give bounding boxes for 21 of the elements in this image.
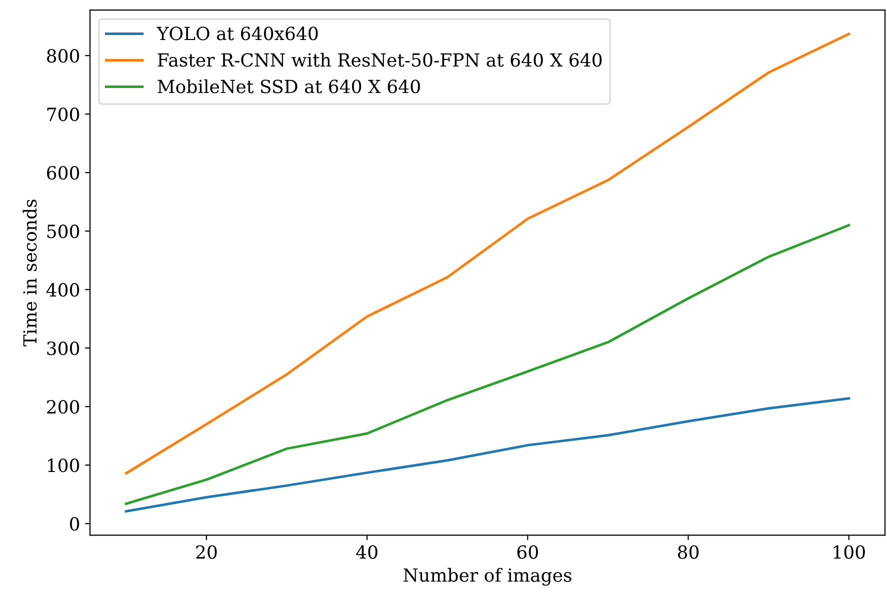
y-tick-label: 600 — [47, 166, 80, 180]
y-tick-label: 400 — [46, 283, 80, 297]
legend-label: Faster R-CNN with ResNet-50-FPN at 640 X 640 — [158, 52, 602, 67]
y-tick-label: 700 — [47, 108, 80, 122]
line-series — [124, 397, 850, 513]
y-tick-label: 800 — [47, 49, 80, 63]
y-tick-label: 200 — [47, 400, 80, 414]
line-series — [124, 224, 850, 505]
legend-label: YOLO at 640x640 — [156, 26, 318, 40]
y-tick-label: 0 — [70, 517, 80, 531]
x-tick-label: 80 — [678, 545, 699, 559]
y-axis-title: Time in seconds — [22, 200, 37, 346]
x-tick-label: 60 — [517, 545, 538, 559]
y-tick-label: 300 — [47, 342, 80, 356]
y-tick-label: 100 — [48, 458, 80, 472]
y-tick-label: 500 — [47, 224, 80, 238]
x-tick-label: 20 — [196, 545, 217, 559]
legend-label: MobileNet SSD at 640 X 640 — [158, 79, 420, 94]
x-tick-label: 100 — [834, 545, 865, 559]
x-tick-label: 40 — [356, 545, 378, 559]
x-axis-title: Number of images — [404, 568, 572, 586]
